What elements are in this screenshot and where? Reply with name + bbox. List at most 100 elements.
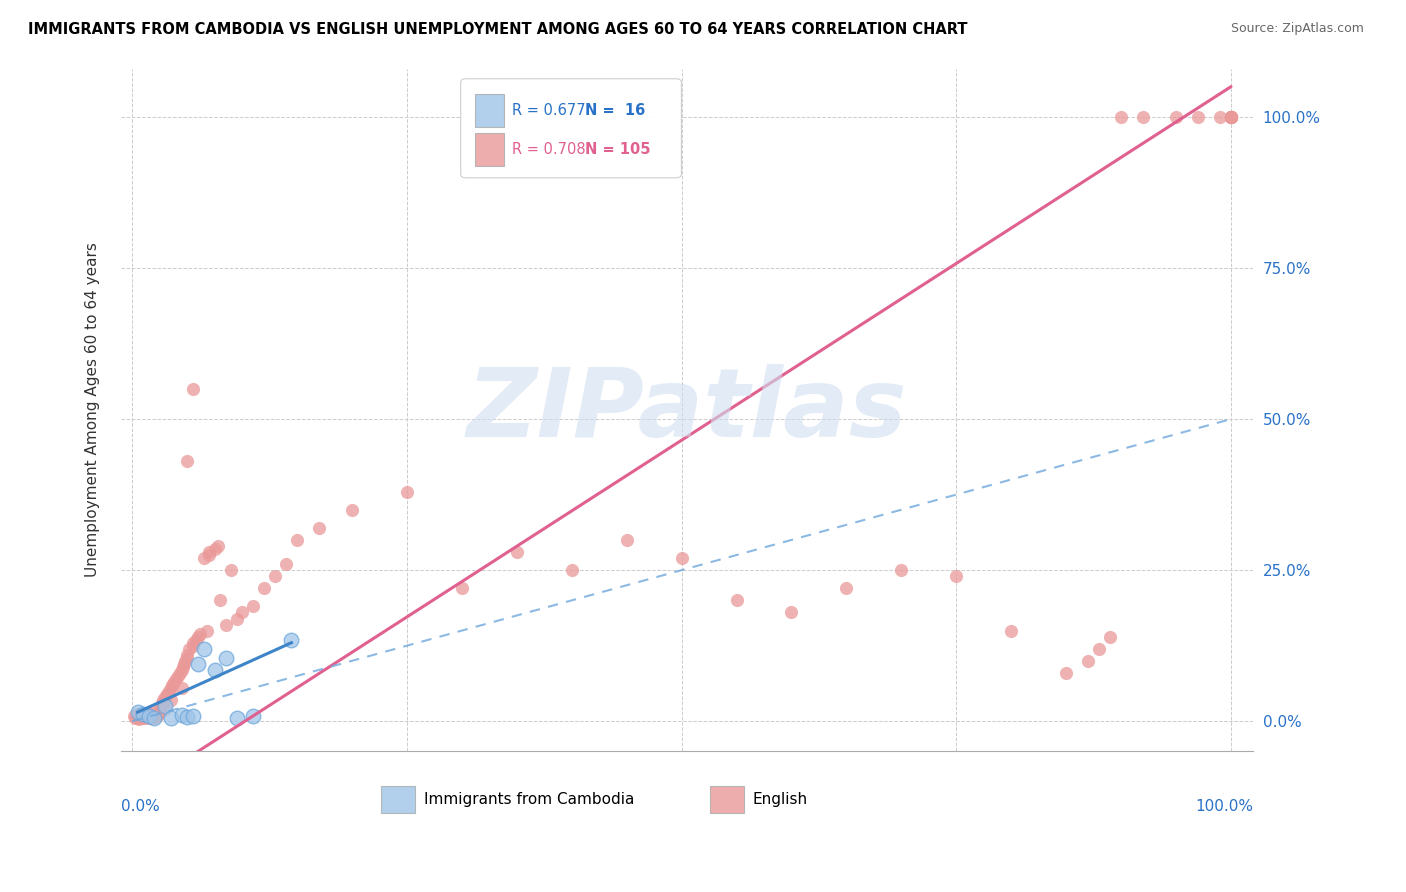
Point: [143, 705, 166, 719]
Point: [561, 563, 583, 577]
Point: [198, 548, 221, 562]
Point: [153, 702, 176, 716]
Point: [1220, 110, 1243, 124]
Text: English: English: [752, 792, 808, 806]
Point: [1187, 110, 1209, 124]
Point: [181, 709, 204, 723]
Point: [274, 557, 297, 571]
Point: [1220, 110, 1243, 124]
Point: [159, 681, 181, 695]
Point: [176, 648, 198, 662]
Point: [173, 657, 195, 671]
Point: [184, 632, 207, 647]
Point: [129, 710, 152, 724]
Point: [181, 382, 204, 396]
Text: Immigrants from Cambodia: Immigrants from Cambodia: [425, 792, 636, 806]
Point: [340, 502, 363, 516]
Point: [179, 641, 201, 656]
Point: [143, 710, 166, 724]
Point: [124, 709, 146, 723]
Point: [264, 569, 287, 583]
Point: [136, 708, 159, 723]
Bar: [475, 94, 503, 127]
Point: [153, 690, 176, 704]
Point: [149, 702, 172, 716]
Point: [198, 545, 221, 559]
Point: [146, 709, 169, 723]
Point: [506, 545, 529, 559]
Point: [125, 706, 148, 721]
Point: [1209, 110, 1232, 124]
Point: [450, 582, 472, 596]
Point: [1054, 665, 1077, 680]
Point: [139, 708, 162, 723]
Point: [159, 684, 181, 698]
Point: [150, 696, 173, 710]
Point: [1220, 110, 1243, 124]
Point: [138, 711, 160, 725]
Text: N =  16: N = 16: [585, 103, 645, 118]
Point: [170, 681, 193, 695]
Point: [1088, 641, 1111, 656]
Point: [149, 705, 172, 719]
Point: [135, 711, 157, 725]
Point: [1109, 110, 1132, 124]
Point: [132, 708, 155, 723]
Point: [1220, 110, 1243, 124]
Text: IMMIGRANTS FROM CAMBODIA VS ENGLISH UNEMPLOYMENT AMONG AGES 60 TO 64 YEARS CORRE: IMMIGRANTS FROM CAMBODIA VS ENGLISH UNEM…: [28, 22, 967, 37]
Point: [187, 657, 209, 671]
Point: [128, 712, 150, 726]
Bar: [710, 786, 744, 813]
Point: [188, 626, 211, 640]
Point: [170, 663, 193, 677]
Point: [242, 709, 264, 723]
Text: R = 0.708: R = 0.708: [512, 143, 585, 157]
Text: R = 0.677: R = 0.677: [512, 103, 585, 118]
Point: [193, 641, 215, 656]
Point: [207, 539, 229, 553]
Point: [219, 563, 242, 577]
Point: [280, 632, 302, 647]
Point: [195, 624, 218, 638]
Point: [153, 699, 176, 714]
Point: [1099, 630, 1122, 644]
Point: [945, 569, 967, 583]
Point: [231, 606, 253, 620]
Point: [890, 563, 912, 577]
Text: ZIPatlas: ZIPatlas: [467, 364, 907, 457]
Text: Source: ZipAtlas.com: Source: ZipAtlas.com: [1230, 22, 1364, 36]
Point: [170, 708, 193, 723]
Point: [127, 708, 149, 723]
Point: [169, 665, 191, 680]
Point: [159, 693, 181, 707]
Point: [148, 708, 170, 723]
Point: [141, 709, 163, 723]
Point: [156, 687, 179, 701]
Point: [173, 654, 195, 668]
Point: [165, 672, 187, 686]
Point: [176, 454, 198, 468]
Point: [145, 707, 167, 722]
Point: [172, 660, 194, 674]
Point: [124, 711, 146, 725]
Point: [1132, 110, 1154, 124]
Point: [160, 678, 183, 692]
Text: 0.0%: 0.0%: [121, 799, 160, 814]
Point: [138, 710, 160, 724]
Point: [204, 541, 226, 556]
Point: [193, 551, 215, 566]
Point: [128, 708, 150, 723]
Point: [127, 711, 149, 725]
Point: [214, 617, 236, 632]
Point: [1000, 624, 1022, 638]
Y-axis label: Unemployment Among Ages 60 to 64 years: Unemployment Among Ages 60 to 64 years: [86, 243, 100, 577]
Text: N = 105: N = 105: [585, 143, 651, 157]
Point: [1220, 110, 1243, 124]
Point: [1077, 654, 1099, 668]
Point: [835, 582, 858, 596]
Point: [214, 650, 236, 665]
Point: [134, 709, 156, 723]
Point: [181, 639, 204, 653]
Point: [187, 630, 209, 644]
Point: [132, 711, 155, 725]
